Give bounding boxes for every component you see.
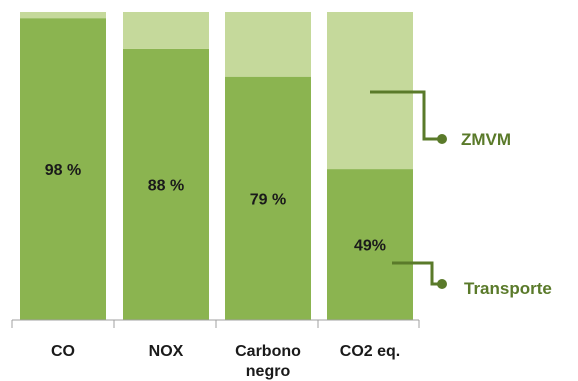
x-tick-label-nox: NOX — [149, 343, 184, 360]
bar-zmvm-co — [20, 12, 106, 19]
legend-marker-transporte — [437, 279, 447, 289]
bar-zmvm-nox — [123, 12, 209, 49]
bar-transporte-co — [20, 18, 106, 320]
data-label-carbono-negro: 79 % — [250, 191, 286, 208]
legend-label-zmvm: ZMVM — [461, 130, 511, 149]
category-labels: CO NOX Carbono negro CO2 eq. — [51, 343, 400, 380]
bar-transporte-co2-eq — [327, 169, 413, 320]
legend: ZMVM Transporte — [370, 90, 552, 298]
data-label-nox: 88 % — [148, 177, 184, 194]
legend-label-transporte: Transporte — [464, 279, 552, 298]
data-label-co2-eq: 49% — [354, 238, 386, 255]
x-tick-label-carbono-negro: Carbono negro — [235, 343, 301, 380]
bar-transporte-nox — [123, 48, 209, 321]
legend-connector-zmvm — [370, 90, 440, 141]
data-labels: 98 % 88 % 79 % 49% — [45, 162, 386, 254]
x-tick-label-co: CO — [51, 343, 75, 360]
legend-marker-zmvm — [437, 134, 447, 144]
bar-zmvm-carbono-negro — [225, 12, 311, 77]
legend-connector-transporte — [392, 261, 440, 286]
bars-group — [20, 12, 413, 321]
x-tick-label-co2-eq: CO2 eq. — [340, 343, 400, 360]
x-axis — [11, 319, 420, 328]
bar-transporte-carbono-negro — [225, 76, 311, 321]
data-label-co: 98 % — [45, 162, 81, 179]
